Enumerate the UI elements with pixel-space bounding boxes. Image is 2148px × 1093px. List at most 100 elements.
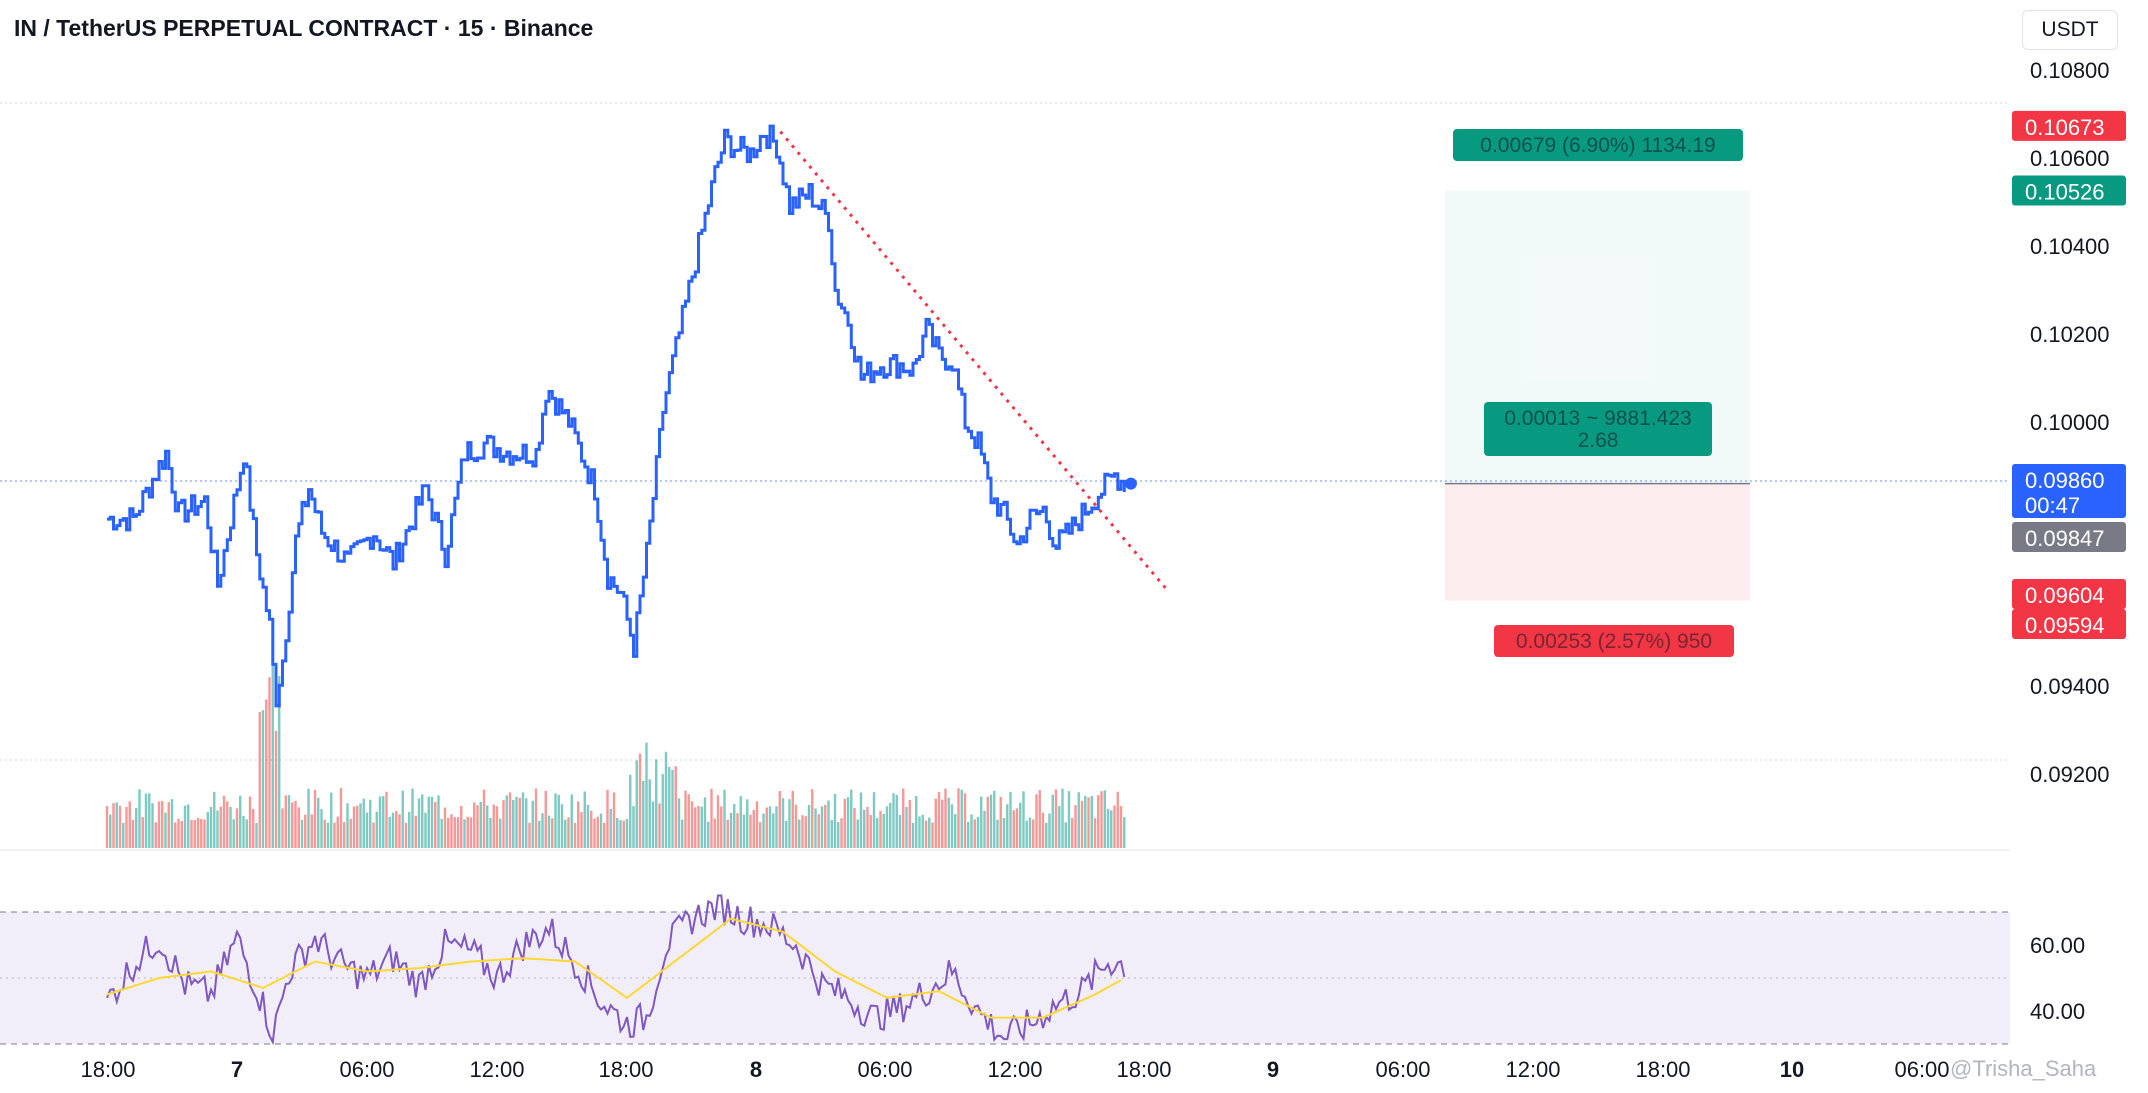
volume-bar (365, 812, 369, 848)
volume-bar (421, 794, 424, 848)
volume-bar (924, 820, 928, 848)
time-tick-label: 06:00 (857, 1057, 912, 1082)
volume-bar (905, 806, 908, 848)
time-tick-label: 18:00 (80, 1057, 135, 1082)
volume-bar (252, 809, 255, 848)
volume-bar (226, 801, 229, 848)
volume-bar (840, 818, 843, 848)
volume-bar (284, 795, 287, 848)
rsi-tick-label: 40.00 (2030, 999, 2085, 1024)
volume-bar (109, 814, 112, 848)
volume-bar (343, 822, 346, 848)
volume-bar (921, 814, 924, 848)
volume-bar (843, 798, 846, 848)
volume-bar (957, 788, 960, 848)
volume-bar (1038, 790, 1041, 848)
volume-bar (326, 822, 330, 848)
volume-bar (713, 818, 716, 848)
time-tick-label: 7 (231, 1057, 243, 1082)
volume-bar (122, 822, 125, 848)
volume-bar (200, 819, 203, 848)
volume-bar (131, 819, 135, 848)
volume-bar (941, 799, 944, 848)
current-price-tag-bg (2012, 464, 2126, 518)
volume-bar (313, 789, 317, 848)
volume-bar (219, 806, 222, 848)
price-tag-bg (2012, 175, 2126, 206)
volume-bar (401, 790, 404, 848)
volume-bar (668, 766, 671, 848)
volume-bar (928, 817, 931, 848)
volume-bar (1113, 805, 1116, 848)
volume-bar (710, 788, 713, 848)
volume-bar (1116, 791, 1119, 848)
volume-bar (980, 796, 983, 848)
volume-bar (193, 820, 196, 848)
volume-bar (551, 818, 554, 848)
volume-bar (687, 794, 690, 848)
currency-selector[interactable]: USDT (2022, 10, 2118, 50)
rsi-ma-line (106, 917, 1122, 1019)
stop-label-bg (1494, 625, 1734, 657)
volume-bar (1074, 805, 1077, 848)
time-tick-label: 06:00 (1375, 1057, 1430, 1082)
volume-bar (294, 800, 297, 848)
rsi-tick-label: 60.00 (2030, 933, 2085, 958)
volume-bar (765, 807, 768, 848)
volume-bar (304, 814, 307, 848)
volume-bar (785, 820, 788, 848)
volume-bar (733, 803, 736, 848)
volume-bar (300, 819, 304, 848)
volume-bar (915, 796, 918, 848)
price-tick-label: 0.10600 (2030, 146, 2110, 171)
volume-bar (554, 793, 557, 848)
volume-bar (534, 788, 538, 848)
volume-bar (736, 813, 739, 848)
time-tick-label: 18:00 (1635, 1057, 1690, 1082)
volume-bar (1103, 790, 1106, 848)
volume-bar (476, 805, 479, 848)
risk-reward-label-text: 0.00013 ~ 9881.423 (1504, 407, 1691, 430)
volume-bar (1009, 791, 1012, 848)
price-tick-label: 0.09400 (2030, 674, 2110, 699)
volume-bar (1006, 804, 1009, 848)
volume-bar (827, 800, 830, 848)
volume-bar (976, 817, 980, 848)
volume-bar (486, 805, 489, 848)
volume-bar (323, 819, 326, 848)
volume-bar (583, 791, 586, 848)
volume-bar (1097, 795, 1100, 848)
volume-bar (372, 822, 375, 848)
volume-bar (1123, 817, 1126, 848)
volume-bar (190, 819, 193, 848)
volume-bar (726, 819, 729, 848)
volume-bar (830, 819, 833, 848)
rsi-line (106, 894, 1126, 1046)
volume-bar (356, 805, 359, 848)
volume-bar (1035, 794, 1038, 848)
volume-bar (703, 797, 707, 848)
volume-bar (677, 798, 681, 848)
volume-bar (1087, 797, 1090, 848)
volume-bar (118, 805, 122, 848)
volume-bar (1022, 791, 1025, 848)
volume-bar (638, 753, 642, 848)
volume-bar (463, 819, 466, 848)
volume-bar (521, 792, 525, 848)
price-axis: 0.10800 0.10600 0.10400 0.10200 0.10000 0.094… (2012, 58, 2126, 1024)
volume-bar (427, 796, 430, 848)
volume-bar (144, 793, 148, 848)
volume-bar (239, 795, 242, 848)
volume-bar (609, 808, 612, 848)
volume-bar (138, 789, 141, 848)
volume-bar (531, 800, 534, 848)
volume-bar (954, 814, 957, 848)
volume-bar (902, 788, 905, 848)
volume-bar (759, 822, 762, 848)
volume-bar (590, 810, 593, 848)
volume-bar (291, 802, 294, 848)
volume-bar (983, 810, 986, 848)
volume-bar (655, 759, 658, 848)
price-tick-label: 0.09200 (2030, 762, 2110, 787)
